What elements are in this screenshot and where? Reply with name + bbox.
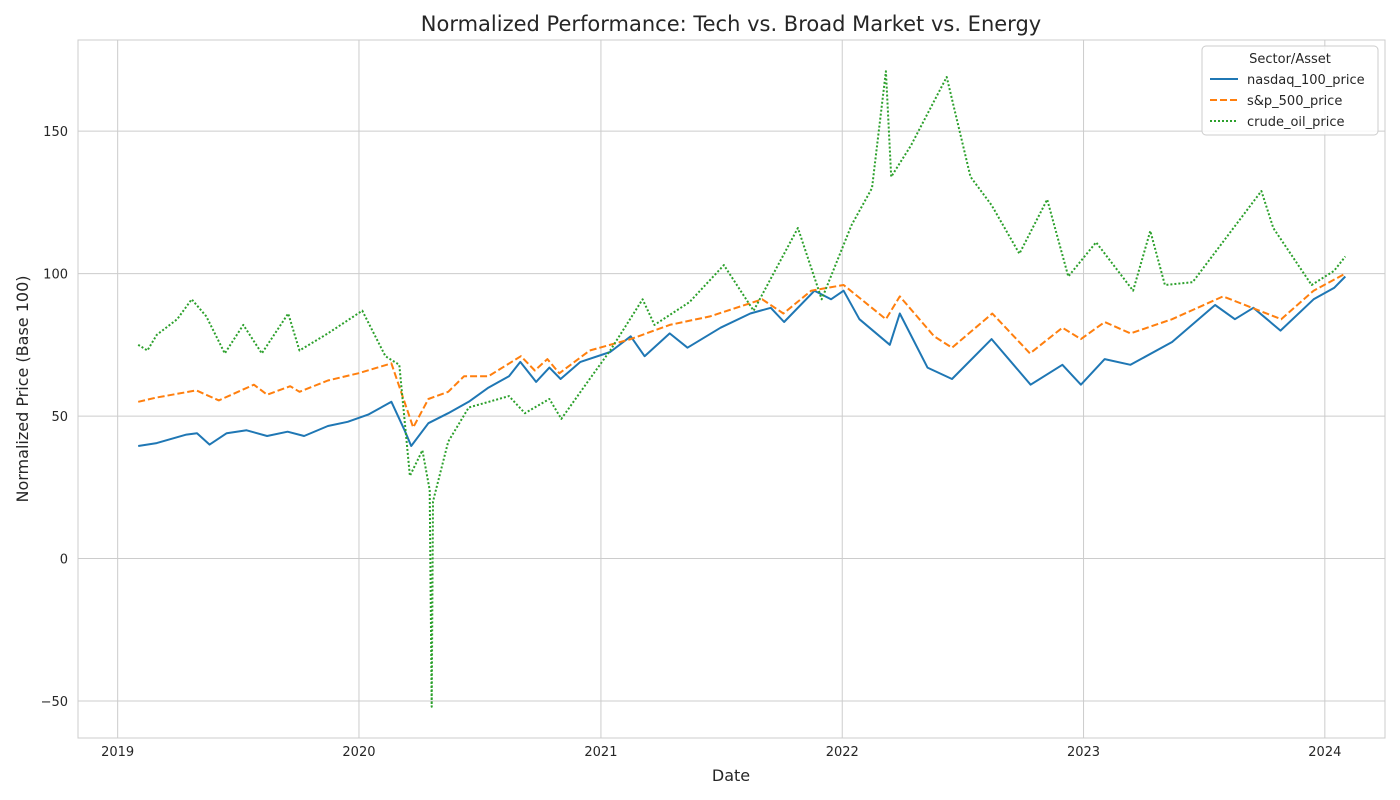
- legend-label: nasdaq_100_price: [1247, 73, 1365, 88]
- chart-title: Normalized Performance: Tech vs. Broad M…: [421, 12, 1041, 36]
- y-axis-ticks: −50 0 50 100 150: [41, 125, 68, 710]
- x-axis-ticks: 2019 2020 2021 2022 2023 2024: [101, 745, 1341, 760]
- x-axis-label: Date: [712, 766, 750, 785]
- grid: [78, 40, 1385, 738]
- series-line-crude-oil-price: [137, 70, 1347, 708]
- x-tick-label: 2022: [826, 745, 859, 760]
- x-tick-label: 2021: [584, 745, 617, 760]
- y-tick-label: 0: [60, 553, 68, 568]
- legend-box: [1201, 45, 1379, 136]
- y-tick-label: −50: [41, 695, 68, 710]
- x-tick-label: 2020: [342, 745, 375, 760]
- series-lines: [137, 70, 1347, 708]
- legend-label: crude_oil_price: [1247, 115, 1345, 130]
- series-line-s-p-500-price: [137, 272, 1346, 429]
- legend-label: s&p_500_price: [1247, 94, 1342, 109]
- legend: Sector/Asset nasdaq_100_price s&p_500_pri…: [1201, 45, 1379, 136]
- y-tick-label: 150: [43, 125, 68, 140]
- y-tick-label: 100: [43, 268, 68, 283]
- x-tick-label: 2023: [1067, 745, 1100, 760]
- x-tick-label: 2019: [101, 745, 134, 760]
- series-line-nasdaq-100-price: [138, 275, 1347, 447]
- y-tick-label: 50: [51, 410, 68, 425]
- x-tick-label: 2024: [1308, 745, 1341, 760]
- legend-items: nasdaq_100_price s&p_500_price crude_oil_p…: [1210, 73, 1365, 130]
- plot-area-frame: [77, 39, 1386, 739]
- legend-title: Sector/Asset: [1249, 52, 1331, 67]
- y-axis-label: Normalized Price (Base 100): [13, 275, 32, 502]
